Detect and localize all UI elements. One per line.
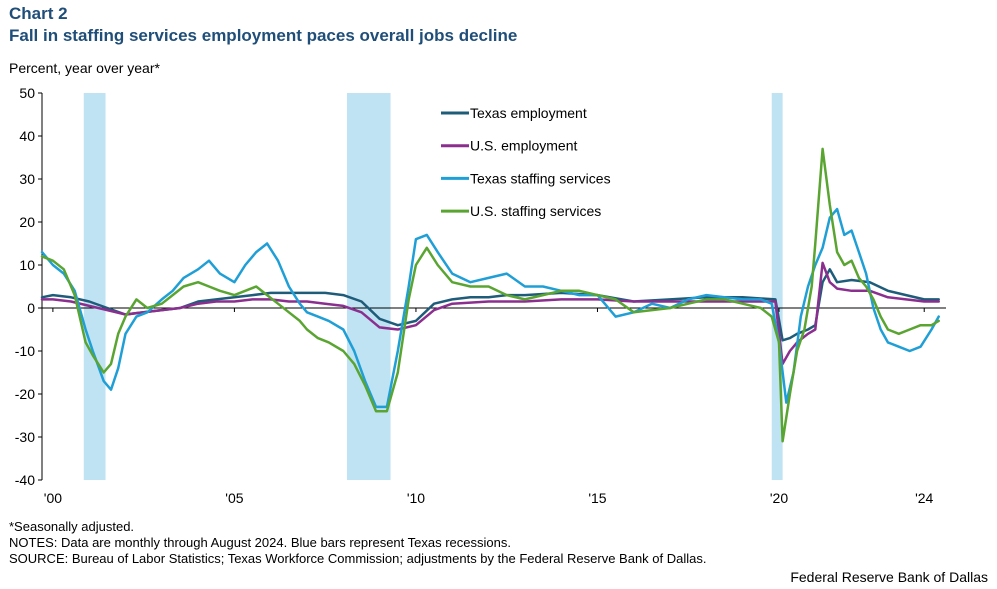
legend-label-u-s-staffing-services: U.S. staffing services (470, 203, 601, 219)
y-tick-label: 10 (19, 257, 35, 273)
footnotes: *Seasonally adjusted. NOTES: Data are mo… (9, 519, 706, 567)
x-tick-label: '10 (407, 490, 425, 506)
x-tick-label: '20 (770, 490, 788, 506)
x-tick-label: '24 (915, 490, 933, 506)
x-tick-label: '15 (588, 490, 606, 506)
series-line-u-s-employment (40, 261, 940, 366)
y-tick-label: -20 (15, 386, 35, 402)
notes-text: NOTES: Data are monthly through August 2… (9, 535, 511, 550)
recession-bar-1 (83, 93, 106, 480)
y-tick-label: 50 (19, 85, 35, 101)
seasonal-note: *Seasonally adjusted. (9, 519, 135, 534)
chart-title: Fall in staffing services employment pac… (9, 26, 518, 45)
legend-label-texas-employment: Texas employment (470, 105, 587, 121)
y-tick-label: -10 (15, 343, 35, 359)
recession-bar-3 (771, 93, 783, 480)
y-tick-label: -40 (15, 472, 35, 488)
recession-bars (83, 93, 783, 480)
x-tick-label: '05 (225, 490, 243, 506)
source-text: SOURCE: Bureau of Labor Statistics; Texa… (9, 551, 707, 566)
series-lines (40, 147, 940, 443)
series-line-u-s-staffing-services (40, 147, 940, 443)
y-axis-label: Percent, year over year* (9, 60, 160, 76)
legend: Texas employment U.S. employment Texas sta… (441, 105, 611, 219)
legend-label-texas-staffing-services: Texas staffing services (470, 170, 611, 186)
y-tick-label: -30 (15, 429, 35, 445)
x-tick-label: '00 (44, 490, 62, 506)
y-tick-label: 30 (19, 171, 35, 187)
recession-bar-2 (346, 93, 391, 480)
y-tick-label: 20 (19, 214, 35, 230)
y-tick-label: 0 (27, 300, 35, 316)
credit-text: Federal Reserve Bank of Dallas (790, 569, 988, 585)
axes: 50 40 30 20 10 0 -10 -20 -30 -40 '00 '05 '10 '15 '20 '2… (15, 85, 946, 506)
legend-label-u-s-employment: U.S. employment (470, 138, 577, 154)
chart-number: Chart 2 (9, 4, 68, 23)
y-tick-label: 40 (19, 128, 35, 144)
